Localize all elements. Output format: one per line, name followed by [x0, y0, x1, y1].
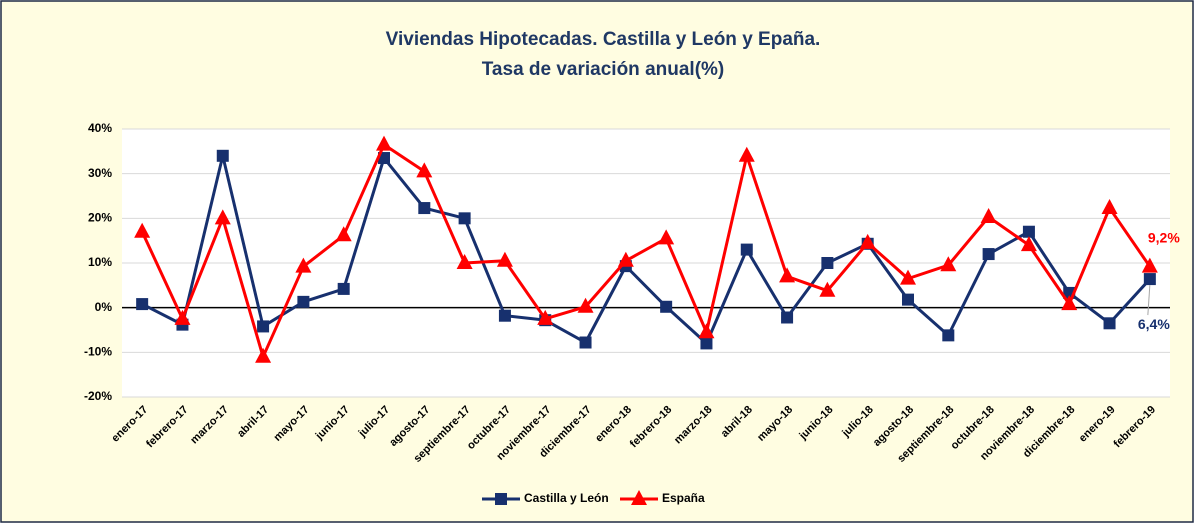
- data-marker: [295, 257, 312, 273]
- data-label: 6,4%: [1138, 316, 1170, 332]
- data-marker: [376, 135, 392, 151]
- data-marker: [1143, 273, 1156, 286]
- data-marker: [631, 490, 647, 505]
- data-marker: [660, 300, 673, 313]
- data-marker: [134, 222, 151, 238]
- data-marker: [136, 298, 149, 311]
- data-marker: [577, 297, 594, 313]
- data-marker: [779, 267, 796, 283]
- data-marker: [335, 226, 352, 242]
- data-marker: [1022, 225, 1035, 238]
- data-marker: [214, 209, 231, 225]
- data-marker: [1101, 199, 1118, 215]
- data-marker: [781, 311, 794, 324]
- data-marker: [982, 248, 995, 261]
- data-marker: [416, 162, 433, 178]
- y-tick-label: 40%: [88, 121, 112, 135]
- data-marker: [496, 251, 513, 267]
- data-marker: [942, 329, 955, 342]
- y-tick-label: 10%: [88, 255, 112, 269]
- chart-subtitle: Tasa de variación anual(%): [482, 59, 725, 80]
- data-marker: [255, 347, 272, 363]
- y-tick-label: 30%: [88, 166, 112, 180]
- data-marker: [700, 337, 713, 350]
- data-marker: [337, 282, 350, 295]
- data-marker: [1061, 295, 1078, 311]
- y-tick-label: 0%: [95, 300, 113, 314]
- data-marker: [458, 212, 471, 225]
- series-line: [141, 154, 1151, 345]
- data-marker: [257, 320, 270, 333]
- y-tick-label: -20%: [84, 389, 112, 403]
- label-leader: [1147, 285, 1151, 316]
- legend-label: Castilla y León: [524, 491, 609, 505]
- data-marker: [579, 336, 592, 349]
- data-marker: [297, 295, 310, 308]
- data-marker: [617, 251, 634, 267]
- data-marker: [1141, 257, 1158, 273]
- legend-label: España: [662, 491, 705, 505]
- series-line: [140, 143, 1152, 359]
- data-marker: [940, 256, 957, 272]
- data-marker: [740, 243, 753, 256]
- data-marker: [819, 281, 836, 297]
- data-marker: [174, 309, 191, 325]
- y-tick-label: 20%: [88, 211, 112, 225]
- data-marker: [498, 309, 511, 322]
- data-marker: [456, 254, 473, 269]
- data-marker: [495, 493, 507, 505]
- data-marker: [902, 293, 914, 306]
- data-marker: [216, 149, 229, 162]
- chart-title: Viviendas Hipotecadas. Castilla y León y…: [386, 29, 821, 50]
- data-marker: [418, 202, 431, 215]
- data-marker: [658, 229, 675, 245]
- data-marker: [1103, 317, 1116, 330]
- data-marker: [859, 233, 876, 249]
- data-marker: [537, 309, 554, 325]
- data-marker: [698, 323, 715, 339]
- data-marker: [821, 257, 834, 269]
- data-marker: [1020, 236, 1037, 252]
- data-marker: [980, 207, 997, 223]
- data-marker: [900, 269, 916, 285]
- y-tick-label: -10%: [84, 345, 112, 359]
- data-label: 9,2%: [1148, 229, 1180, 245]
- data-marker: [738, 146, 755, 162]
